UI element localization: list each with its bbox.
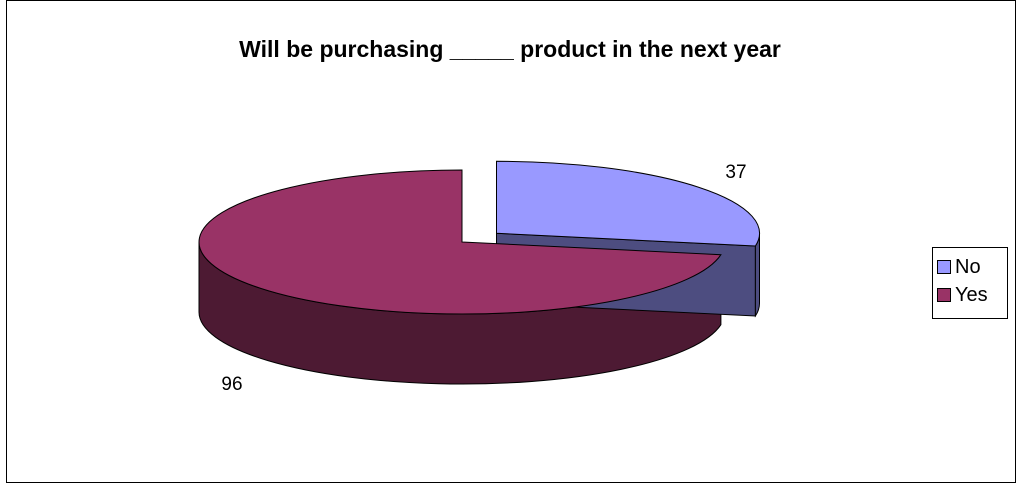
legend-label-yes: Yes (955, 284, 988, 306)
data-label-yes: 96 (221, 374, 242, 395)
legend-swatch-yes (937, 288, 951, 302)
slice-top-no (496, 160, 760, 247)
slice-top-yes (198, 169, 722, 315)
legend-swatch-no (937, 260, 951, 274)
legend: No Yes (932, 247, 1008, 319)
chart-title: Will be purchasing _____ product in the … (239, 36, 781, 62)
data-label-no: 37 (725, 162, 746, 183)
legend-label-no: No (955, 256, 981, 278)
